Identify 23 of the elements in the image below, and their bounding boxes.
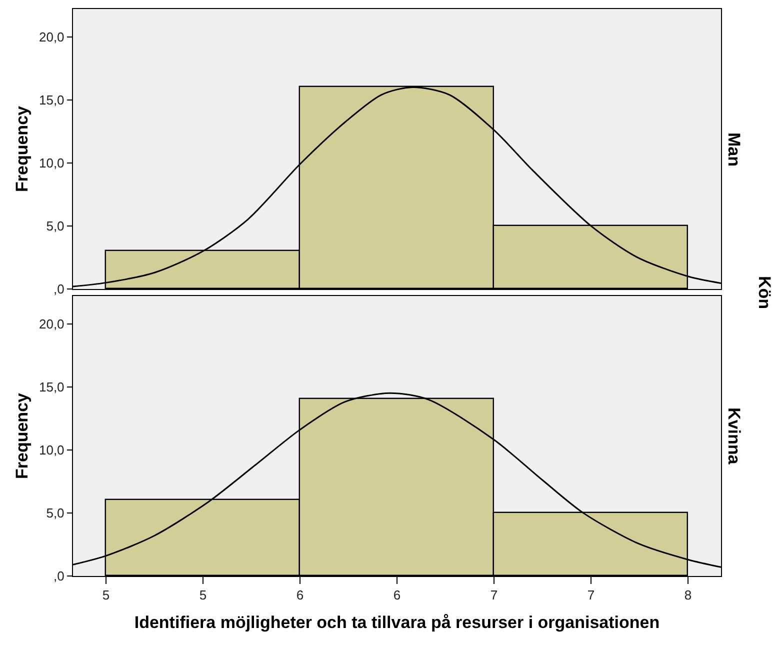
x-tick-label: 6: [296, 588, 304, 603]
y-tick-label: 10,0: [38, 155, 64, 170]
y-tick-label: 5,0: [46, 218, 64, 234]
x-axis-title: Identifiera möjligheter och ta tillvara på resurser i organisationen: [134, 613, 660, 632]
y2-axis-title: Kvinna: [724, 408, 744, 465]
y-tick-label: ,0: [53, 568, 64, 584]
text: Kön: [755, 276, 774, 310]
y2-axis-title: Man: [724, 132, 744, 166]
x-tick-label: 7: [490, 588, 498, 603]
x-tick-label: 8: [684, 588, 692, 603]
y-tick-label: 15,0: [38, 379, 64, 394]
y-tick-label: ,0: [53, 282, 64, 297]
y-tick-label: 15,0: [38, 92, 64, 108]
y-tick-label: 5,0: [46, 505, 64, 520]
x-tick-label: 7: [587, 588, 595, 603]
x-tick-label: 6: [393, 588, 401, 603]
y-axis-title: Frequency: [12, 392, 32, 479]
y-axis-title: Frequency: [12, 105, 32, 192]
y-tick-label: 20,0: [38, 29, 64, 44]
y-tick-label: 10,0: [38, 442, 64, 458]
x-tick-label: 5: [102, 588, 110, 603]
y-tick-label: 20,0: [38, 316, 64, 332]
x-tick-label: 5: [199, 588, 207, 603]
